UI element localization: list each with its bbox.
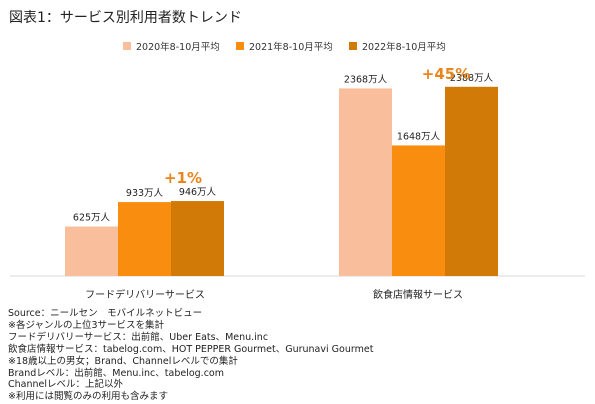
note-line: 飲食店情報サービス：tabelog.com、HOT PEPPER Gourmet… [8,343,374,355]
legend-label-2020: 2020年8-10月平均 [136,42,220,53]
annotation-restaurant-info: +45% [422,65,470,83]
data-label-restaurant-info-2020: 2368万人 [344,74,388,85]
legend: 2020年8-10月平均 2021年8-10月平均 2022年8-10月平均 [0,39,595,53]
data-label-food-delivery-2021: 933万人 [126,188,164,199]
bar-chart: 625万人 933万人 946万人 2368万人 1648万人 2388万人 +1% +4… [10,65,585,301]
note-line: ※18歳以上の男女；Brand、Channelレベルでの集計 [8,355,238,367]
bar-restaurant-info-2022 [445,86,498,276]
data-label-food-delivery-2020: 625万人 [73,212,111,223]
legend-item-2020: 2020年8-10月平均 [123,39,220,53]
notes: Source：ニールセン モバイルネットビュー ※各ジャンルの上位3サービスを集… [8,308,373,403]
note-line: Source：ニールセン モバイルネットビュー [8,308,203,319]
note-line: ※各ジャンルの上位3サービスを集計 [8,319,165,331]
bar-restaurant-info-2021 [392,145,445,276]
legend-swatch-2021 [236,42,244,50]
legend-item-2021: 2021年8-10月平均 [236,39,333,53]
bar-food-delivery-2021 [118,202,171,276]
bar-restaurant-info-2020 [339,88,392,277]
legend-label-2022: 2022年8-10月平均 [362,42,446,53]
chart-title: 図表1：サービス別利用者数トレンド [9,10,242,26]
annotation-food-delivery: +1% [164,169,202,187]
note-line: ※利用には閲覧のみの利用も含みます [8,391,168,403]
note-line: フードデリバリーサービス：出前館、Uber Eats、Menu.inc [8,331,269,343]
bar-food-delivery-2022 [171,201,224,276]
data-label-restaurant-info-2022: 2388万人 [450,73,494,84]
note-line: Channelレベル：上記以外 [8,379,124,391]
legend-label-2021: 2021年8-10月平均 [249,42,333,53]
bar-food-delivery-2020 [65,226,118,276]
note-line: Brandレベル：出前館、Menu.inc、tabelog.com [8,367,224,379]
data-label-restaurant-info-2021: 1648万人 [397,131,441,142]
category-label-restaurant-info: 飲食店情報サービス [373,288,463,301]
legend-swatch-2020 [123,42,131,50]
data-label-food-delivery-2022: 946万人 [179,187,217,198]
legend-item-2022: 2022年8-10月平均 [349,39,446,53]
legend-swatch-2022 [349,42,357,50]
category-label-food-delivery: フードデリバリーサービス [85,288,205,301]
